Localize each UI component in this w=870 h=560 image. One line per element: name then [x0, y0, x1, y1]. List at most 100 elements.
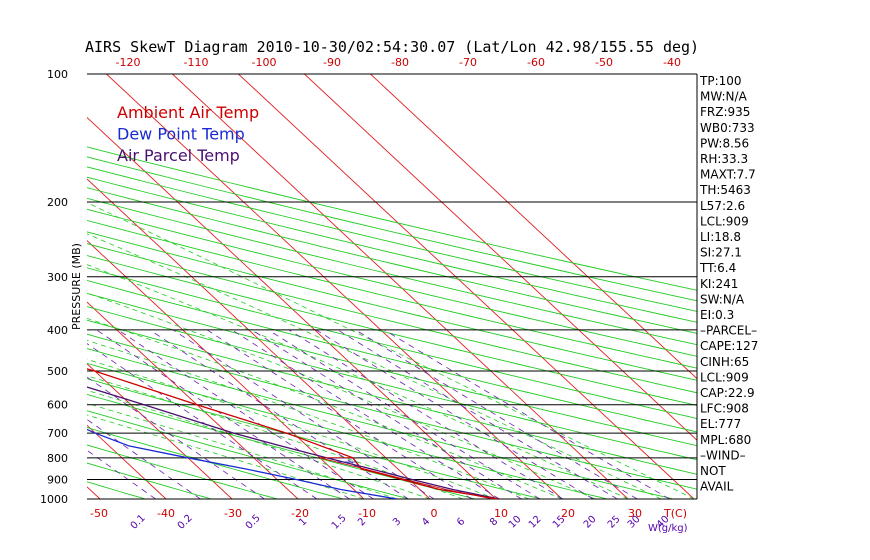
pressure-tick-label: 800 [47, 452, 68, 465]
dry-adiabat-line [87, 187, 697, 334]
y-axis-label: PRESSURE (MB) [70, 243, 83, 330]
top-unit-label: T(C) [663, 507, 687, 520]
pressure-tick-label: 400 [47, 324, 68, 337]
dry-adiabat-line [87, 166, 697, 312]
side-panel-item: LI:18.8 [700, 230, 741, 244]
dewpoint-temp-line [87, 428, 398, 499]
mixing-ratio-label: 25 [606, 514, 623, 531]
side-panel-item: SW:N/A [700, 292, 745, 306]
mixing-ratio-label: 3 [391, 516, 403, 528]
side-panel-item: AVAIL [700, 480, 734, 494]
dry-adiabat-line [87, 444, 278, 499]
side-panel-item: CAP:22.9 [700, 386, 755, 400]
pressure-tick-label: 900 [47, 474, 68, 487]
isotherm-line [87, 116, 497, 499]
bottom-tick-label: -30 [224, 507, 242, 520]
side-panel-item: –WIND– [700, 448, 746, 462]
side-panel-item: LCL:909 [700, 214, 749, 228]
isotherm-line [238, 74, 695, 499]
dry-adiabat-line [87, 231, 697, 381]
side-panel-item: SI:27.1 [700, 246, 742, 260]
side-panel-item: MPL:680 [700, 433, 751, 447]
pressure-tick-label: 700 [47, 427, 68, 440]
bottom-tick-label: 10 [494, 507, 508, 520]
mixing-ratio-label: 20 [582, 514, 599, 531]
side-panel-item: CINH:65 [700, 355, 749, 369]
pressure-tick-label: 600 [47, 399, 68, 412]
dry-adiabat-line [87, 255, 697, 406]
mixing-ratio-label: 0.5 [244, 513, 263, 532]
mixing-ratio-line [315, 329, 594, 499]
cin-area [319, 457, 500, 499]
top-tick-label: -100 [252, 56, 277, 69]
side-panel-item: TP:100 [699, 74, 742, 88]
isotherm-line [172, 74, 629, 499]
isotherm-line [87, 239, 365, 499]
side-panel-item: L57:2.6 [700, 199, 745, 213]
top-tick-label: -70 [459, 56, 477, 69]
moist-adiabat-line [87, 317, 563, 499]
dry-adiabat-line [87, 427, 344, 499]
dry-adiabat-line [87, 279, 697, 433]
side-panel-item: FRZ:935 [700, 105, 750, 119]
mixing-ratio-label: 0.2 [176, 513, 195, 532]
dry-adiabat-line [87, 462, 212, 499]
dry-adiabat-line [87, 333, 697, 490]
dry-adiabat-line [87, 146, 697, 291]
dry-adiabat-line [87, 393, 476, 499]
side-panel-item: WB0:733 [700, 121, 755, 135]
isotherm-line [370, 74, 697, 380]
mixing-ratio-line [268, 329, 541, 499]
dry-adiabat-line [87, 319, 697, 475]
moist-adiabat-line [87, 202, 695, 499]
bottom-tick-label: 30 [628, 507, 642, 520]
pressure-tick-label: 1000 [40, 493, 68, 506]
mixing-ratio-line [87, 343, 318, 499]
isotherm-line [87, 363, 233, 499]
mixing-unit-label: W(g/kg) [648, 523, 688, 534]
bottom-tick-label: 0 [431, 507, 438, 520]
isobar-lines [87, 73, 698, 500]
dry-adiabat-line [87, 267, 697, 419]
pressure-ticks: 100 200 300 400 500 600 700 800 900 1000 [40, 68, 68, 506]
side-panel-item: LFC:908 [700, 402, 749, 416]
mixing-ratio-label: 0.1 [129, 513, 148, 532]
top-temperature-ticks: -120 -110 -100 -90 -80 -70 -60 -50 -40 [116, 56, 681, 69]
mixing-ratio-label: 1.5 [330, 513, 349, 532]
side-panel-item: KI:241 [700, 277, 738, 291]
isotherm-line [87, 301, 299, 499]
side-panel-item: MW:N/A [700, 90, 748, 104]
profile-lines [87, 368, 500, 499]
mixing-ratio-label: 12 [527, 514, 544, 531]
mixing-ratio-label: 6 [455, 516, 467, 528]
pressure-tick-label: 500 [47, 365, 68, 378]
dry-adiabat-line [87, 410, 410, 499]
bottom-temperature-ticks: -50 -40 -30 -20 -10 0 10 20 30 [90, 507, 642, 520]
top-tick-label: -60 [527, 56, 545, 69]
side-panel-item: EL:777 [700, 417, 741, 431]
pressure-tick-label: 100 [47, 68, 68, 81]
dry-adiabat-line [87, 378, 542, 499]
side-panel-item: TT:6.4 [699, 261, 736, 275]
side-panel-item: –PARCEL– [700, 324, 757, 338]
side-panel-item: CAPE:127 [700, 339, 758, 353]
pressure-tick-label: 300 [47, 271, 68, 284]
legend-entry: Air Parcel Temp [117, 146, 240, 165]
bottom-tick-label: 20 [561, 507, 575, 520]
dry-adiabat-line [87, 243, 697, 394]
side-panel-item: RH:33.3 [700, 152, 748, 166]
isotherm-line [0, 74, 34, 499]
dry-adiabat-line [87, 220, 697, 369]
legend-entry: Dew Point Temp [117, 125, 245, 144]
dry-adiabat-line [87, 176, 697, 323]
mixing-ratio-line [355, 329, 638, 499]
top-tick-label: -50 [595, 56, 613, 69]
chart-title: AIRS SkewT Diagram 2010-10-30/02:54:30.0… [85, 38, 699, 56]
top-tick-label: -110 [184, 56, 209, 69]
parcel-temp-line [87, 386, 500, 499]
side-panel-item: LCL:909 [700, 370, 749, 384]
mixing-ratio-label: 10 [507, 514, 524, 531]
dry-adiabat-line [87, 292, 697, 447]
